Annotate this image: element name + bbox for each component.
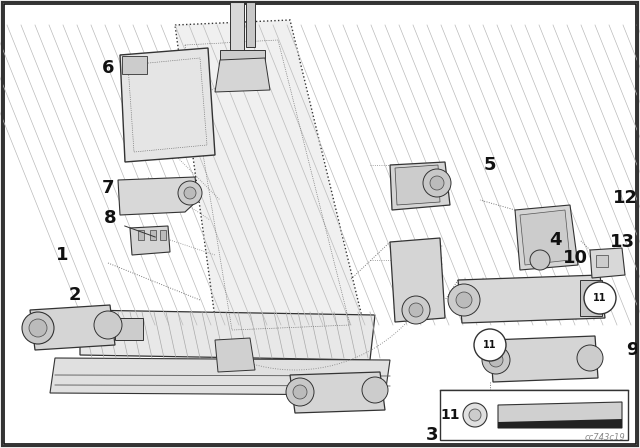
Polygon shape — [50, 358, 390, 395]
Circle shape — [293, 385, 307, 399]
Polygon shape — [30, 305, 115, 350]
Circle shape — [448, 284, 480, 316]
Circle shape — [530, 250, 550, 270]
Bar — [220, 50, 265, 60]
Text: 12: 12 — [612, 189, 637, 207]
Bar — [122, 56, 147, 74]
Text: 9: 9 — [626, 341, 638, 359]
Circle shape — [584, 282, 616, 314]
Circle shape — [286, 378, 314, 406]
Polygon shape — [390, 162, 450, 210]
Polygon shape — [458, 275, 605, 323]
Circle shape — [463, 403, 487, 427]
Text: 13: 13 — [609, 233, 634, 251]
Polygon shape — [520, 210, 570, 265]
Text: 1: 1 — [56, 246, 68, 264]
Circle shape — [489, 353, 503, 367]
Bar — [580, 280, 602, 316]
Text: 10: 10 — [563, 249, 588, 267]
Circle shape — [29, 319, 47, 337]
Circle shape — [22, 312, 54, 344]
Bar — [150, 230, 156, 240]
Text: 2: 2 — [68, 286, 81, 304]
Bar — [596, 255, 608, 267]
Polygon shape — [215, 338, 255, 372]
Circle shape — [184, 187, 196, 199]
Polygon shape — [80, 310, 375, 360]
Bar — [440, 390, 628, 440]
Circle shape — [178, 181, 202, 205]
Text: cc743c19: cc743c19 — [584, 433, 625, 442]
Circle shape — [409, 303, 423, 317]
Circle shape — [94, 311, 122, 339]
Circle shape — [577, 345, 603, 371]
Circle shape — [469, 409, 481, 421]
Text: 6: 6 — [102, 59, 115, 77]
Circle shape — [430, 176, 444, 190]
Bar — [160, 230, 166, 240]
Polygon shape — [130, 226, 170, 255]
Bar — [138, 230, 144, 240]
Text: 11: 11 — [440, 408, 460, 422]
Polygon shape — [490, 336, 598, 382]
Bar — [115, 318, 143, 340]
Polygon shape — [215, 58, 270, 92]
Polygon shape — [395, 165, 440, 205]
Text: 3: 3 — [426, 426, 438, 444]
Bar — [246, 2, 255, 47]
Circle shape — [474, 329, 506, 361]
Circle shape — [482, 346, 510, 374]
Circle shape — [402, 296, 430, 324]
Polygon shape — [290, 372, 385, 413]
Text: 11: 11 — [593, 293, 607, 303]
Polygon shape — [590, 248, 625, 278]
Text: 7: 7 — [102, 179, 115, 197]
Text: 5: 5 — [484, 156, 496, 174]
Polygon shape — [175, 20, 370, 355]
Polygon shape — [498, 419, 622, 428]
Text: 4: 4 — [548, 231, 561, 249]
Bar — [230, 2, 244, 57]
Polygon shape — [390, 238, 445, 322]
Polygon shape — [515, 205, 578, 270]
Text: 11: 11 — [483, 340, 497, 350]
Circle shape — [362, 377, 388, 403]
Polygon shape — [118, 177, 198, 215]
Circle shape — [456, 292, 472, 308]
Polygon shape — [498, 402, 622, 428]
Circle shape — [423, 169, 451, 197]
Polygon shape — [120, 48, 215, 162]
Text: 8: 8 — [104, 209, 116, 227]
